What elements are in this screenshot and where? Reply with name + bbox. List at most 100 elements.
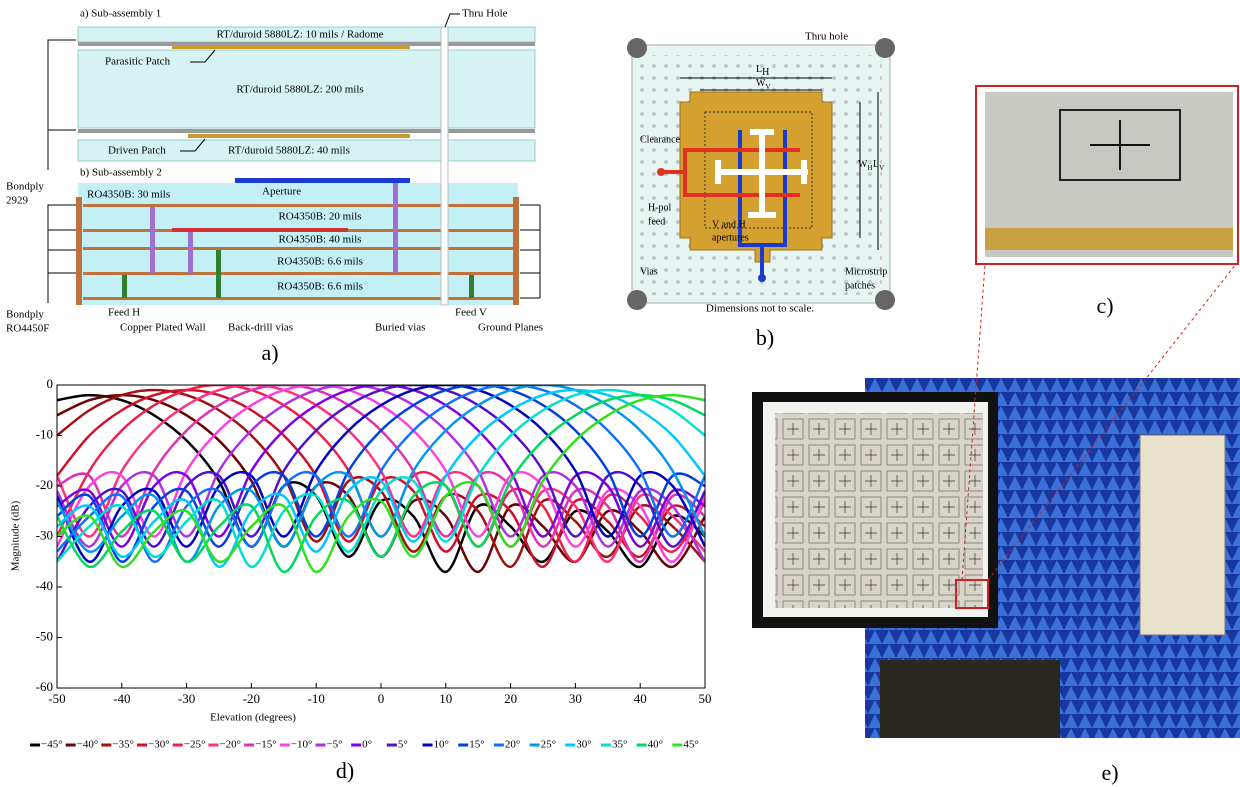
y-tick-label: -10 xyxy=(36,426,53,441)
aperture-line xyxy=(235,178,410,183)
leader xyxy=(48,40,76,170)
callout: Thru Hole xyxy=(462,8,508,20)
y-tick-label: -50 xyxy=(36,628,53,643)
x-tick-label: -30 xyxy=(178,691,195,706)
legend-label: −30° xyxy=(148,739,170,751)
feed-point xyxy=(657,168,665,176)
panel-a: a) Sub-assembly 1 RT/duroid 5880LZ: 10 m… xyxy=(6,8,543,366)
thru-hole xyxy=(441,27,448,305)
bondply xyxy=(78,129,535,133)
layer-label: RT/duroid 5880LZ: 10 mils / Radome xyxy=(216,29,383,41)
callout: Buried vias xyxy=(375,322,425,334)
legend-label: 40° xyxy=(648,739,663,751)
callout: Driven Patch xyxy=(108,145,166,157)
feed-line xyxy=(172,228,348,232)
x-tick-label: 10 xyxy=(439,691,452,706)
x-axis-label: Elevation (degrees) xyxy=(210,712,296,724)
callout: 2929 xyxy=(6,195,29,207)
patch xyxy=(680,92,832,262)
callout: RO4450F xyxy=(6,323,49,335)
leader xyxy=(520,205,540,298)
callout: Back-drill vias xyxy=(228,322,293,334)
callout: Ground Planes xyxy=(478,322,543,334)
panel-label: a) xyxy=(261,340,278,365)
legend-label: 45° xyxy=(683,739,698,751)
y-tick-label: -20 xyxy=(36,477,53,492)
legend-label: −45° xyxy=(41,739,63,751)
x-tick-label: -20 xyxy=(243,691,260,706)
x-tick-label: 0 xyxy=(378,691,385,706)
layer-label: RO4350B: 6.6 mils xyxy=(277,281,363,293)
layer-label: RO4350B: 20 mils xyxy=(278,211,361,223)
callout: Parasitic Patch xyxy=(105,56,171,68)
callout: H-pol xyxy=(648,202,672,213)
legend-label: −35° xyxy=(112,739,134,751)
legend-label: 0° xyxy=(362,739,372,751)
legend-label: 30° xyxy=(576,739,591,751)
legend-label: −15° xyxy=(255,739,277,751)
legend-label: −10° xyxy=(291,739,313,751)
patch xyxy=(188,134,410,138)
legend-label: −5° xyxy=(326,739,342,751)
chart: d) Elevation (degrees) Magnitude (dB) -5… xyxy=(10,376,712,783)
x-tick-label: 30 xyxy=(569,691,582,706)
y-tick-label: -40 xyxy=(36,578,53,593)
legend-label: −20° xyxy=(219,739,241,751)
legend-label: −40° xyxy=(77,739,99,751)
x-tick-label: -40 xyxy=(113,691,130,706)
callout: Aperture xyxy=(262,186,301,198)
callout: Clearance xyxy=(640,134,681,145)
panel-e: e) xyxy=(752,264,1240,785)
photo-stand xyxy=(880,660,1060,738)
callout: Copper Plated Wall xyxy=(120,322,206,334)
callout: patches xyxy=(845,280,875,291)
x-tick-label: -10 xyxy=(308,691,325,706)
photo-cells xyxy=(775,413,983,608)
note: Dimensions not to scale. xyxy=(706,303,814,315)
y-tick-label: -60 xyxy=(36,679,53,694)
callout: Feed V xyxy=(455,307,487,319)
layer-label: RO4350B: 30 mils xyxy=(87,189,170,201)
sub-assembly-title: a) Sub-assembly 1 xyxy=(80,8,161,20)
legend-label: 35° xyxy=(612,739,627,751)
callout: apertures xyxy=(712,232,749,243)
leader xyxy=(48,205,76,303)
x-tick-label: 50 xyxy=(699,691,712,706)
legend-label: 25° xyxy=(541,739,556,751)
legend-label: 5° xyxy=(398,739,408,751)
panel-label: e) xyxy=(1101,760,1118,785)
legend-label: −25° xyxy=(184,739,206,751)
panel-label: d) xyxy=(336,758,354,783)
y-axis-label: Magnitude (dB) xyxy=(10,500,22,571)
leader xyxy=(445,14,460,27)
layer-label: RO4350B: 40 mils xyxy=(278,234,361,246)
sub-assembly-title: b) Sub-assembly 2 xyxy=(80,167,162,179)
panel-c: c) xyxy=(976,86,1238,318)
figure: a) Sub-assembly 1 RT/duroid 5880LZ: 10 m… xyxy=(0,0,1240,787)
callout: Bondply xyxy=(6,181,44,193)
layer-label: RT/duroid 5880LZ: 40 mils xyxy=(228,145,350,157)
patch xyxy=(172,45,410,49)
callout: Microstrip xyxy=(845,266,887,277)
callout: feed xyxy=(648,216,665,227)
legend-label: 10° xyxy=(434,739,449,751)
photo-array xyxy=(1140,435,1225,635)
layer-label: RT/duroid 5880LZ: 200 mils xyxy=(236,84,363,96)
layer-label: RO4350B: 6.6 mils xyxy=(277,256,363,268)
callout: V and H xyxy=(712,219,746,230)
callout: Vias xyxy=(640,266,658,277)
callout: Feed H xyxy=(108,307,140,319)
panel-b: Thru hole LH WV WH LV Clearance H-pol fe… xyxy=(627,31,895,351)
feed-point xyxy=(758,274,766,282)
panel-label: c) xyxy=(1096,293,1113,318)
x-tick-label: 20 xyxy=(504,691,517,706)
y-tick-label: 0 xyxy=(47,376,54,391)
legend-label: 20° xyxy=(505,739,520,751)
panel-label: b) xyxy=(756,325,774,350)
legend-label: 15° xyxy=(469,739,484,751)
callout: Bondply xyxy=(6,309,44,321)
callout: Thru hole xyxy=(805,31,848,43)
photo-edge xyxy=(985,228,1233,250)
y-tick-label: -30 xyxy=(36,527,53,542)
x-tick-label: 40 xyxy=(634,691,647,706)
